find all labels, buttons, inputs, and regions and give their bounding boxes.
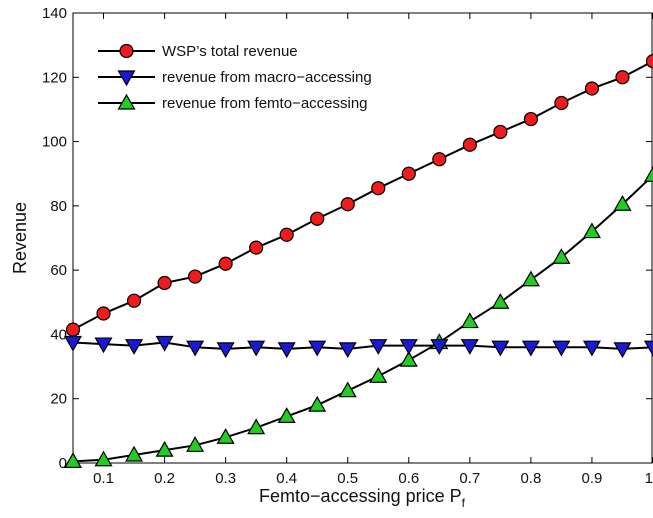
data-point [186, 340, 205, 357]
y-tick-label: 20 [50, 391, 67, 408]
data-point [310, 211, 325, 226]
plot-area [72, 12, 653, 464]
series-1 [65, 54, 653, 337]
y-tick-label: 140 [42, 5, 67, 22]
data-point [338, 381, 357, 398]
data-point [493, 124, 508, 140]
axis-ticks: 0 20 40 60 80 100 120 140 0.1 0.2 0.3 0.4 0.5 0.6 0.7 0… [42, 5, 653, 487]
legend-label: revenue from femto−accessing [162, 95, 368, 112]
data-point [552, 248, 571, 264]
data-point [582, 340, 601, 357]
y-tick-label: 40 [50, 326, 67, 343]
data-point [399, 350, 418, 367]
data-point [247, 418, 266, 435]
data-point [460, 312, 479, 329]
data-point [521, 270, 540, 287]
x-tick-label: 0.1 [93, 470, 114, 487]
legend-entry: revenue from femto−accessing [98, 93, 368, 112]
x-tick-label: 0.5 [337, 470, 358, 487]
data-point [432, 152, 447, 167]
data-point [155, 440, 174, 457]
data-point [277, 342, 296, 359]
data-point [643, 340, 653, 357]
y-tick-label: 120 [42, 69, 67, 86]
data-point [369, 367, 388, 383]
data-point [460, 339, 479, 355]
x-tick-label: 1 [645, 470, 653, 487]
data-point [279, 227, 294, 242]
data-point [308, 340, 327, 357]
data-point [615, 70, 630, 85]
data-point [247, 340, 266, 357]
x-tick-label: 0.8 [520, 470, 541, 487]
data-point [308, 395, 327, 412]
legend-entry: revenue from macro−accessing [98, 69, 372, 87]
data-point [277, 407, 296, 423]
data-point [399, 339, 418, 355]
y-tick-label: 60 [50, 262, 67, 279]
x-axis-label-main: Femto−accessing price P [259, 486, 462, 506]
x-tick-label: 0.7 [459, 470, 480, 487]
data-point [645, 54, 653, 69]
x-axis-label: Femto−accessing price Pf [259, 486, 466, 510]
data-point [340, 197, 355, 212]
x-tick-label: 0.2 [154, 470, 175, 487]
data-point [218, 256, 233, 271]
y-tick-label: 0 [59, 455, 67, 472]
data-point [584, 81, 600, 96]
data-point [63, 452, 83, 468]
data-point [371, 181, 386, 196]
data-point [249, 240, 264, 255]
data-point [65, 322, 81, 337]
legend-marker [119, 43, 134, 59]
y-axis-label: Revenue [10, 202, 30, 274]
x-tick-label: 0.6 [398, 470, 419, 487]
data-point [125, 445, 144, 462]
series-lines [63, 54, 653, 468]
data-point [582, 222, 601, 239]
series-2 [63, 335, 653, 359]
data-point [155, 335, 174, 352]
data-point [491, 293, 510, 309]
x-axis-label-subscript: f [462, 496, 466, 510]
data-point [554, 95, 569, 111]
legend-label: revenue from macro−accessing [162, 69, 372, 86]
data-point [125, 339, 144, 355]
data-point [188, 269, 203, 284]
x-tick-label: 0.4 [276, 470, 297, 487]
legend-marker [117, 93, 136, 110]
data-point [613, 342, 632, 359]
data-point [216, 428, 235, 444]
data-point [552, 340, 571, 357]
series-3 [63, 166, 653, 468]
data-point [96, 306, 111, 321]
x-tick-label: 0.9 [582, 470, 603, 487]
data-point [401, 166, 416, 181]
y-tick-label: 100 [42, 134, 67, 151]
data-point [613, 195, 632, 211]
data-point [338, 342, 357, 359]
data-point [157, 275, 172, 291]
data-point [126, 293, 142, 308]
legend-entry: WSP’s total revenue [98, 43, 298, 60]
data-point [94, 450, 113, 467]
data-point [523, 111, 538, 127]
data-point [94, 337, 113, 354]
data-point [643, 166, 653, 182]
data-point [430, 339, 449, 355]
y-tick-label: 80 [50, 198, 67, 215]
data-point [216, 342, 235, 359]
data-point [491, 340, 510, 357]
legend-marker [117, 70, 136, 87]
data-point [369, 339, 388, 355]
data-point [521, 340, 540, 357]
data-point [186, 436, 205, 452]
x-tick-label: 0.3 [215, 470, 236, 487]
legend-label: WSP’s total revenue [162, 43, 298, 60]
data-point [462, 137, 477, 152]
legend: WSP’s total revenue revenue from macro−ac… [98, 43, 372, 112]
